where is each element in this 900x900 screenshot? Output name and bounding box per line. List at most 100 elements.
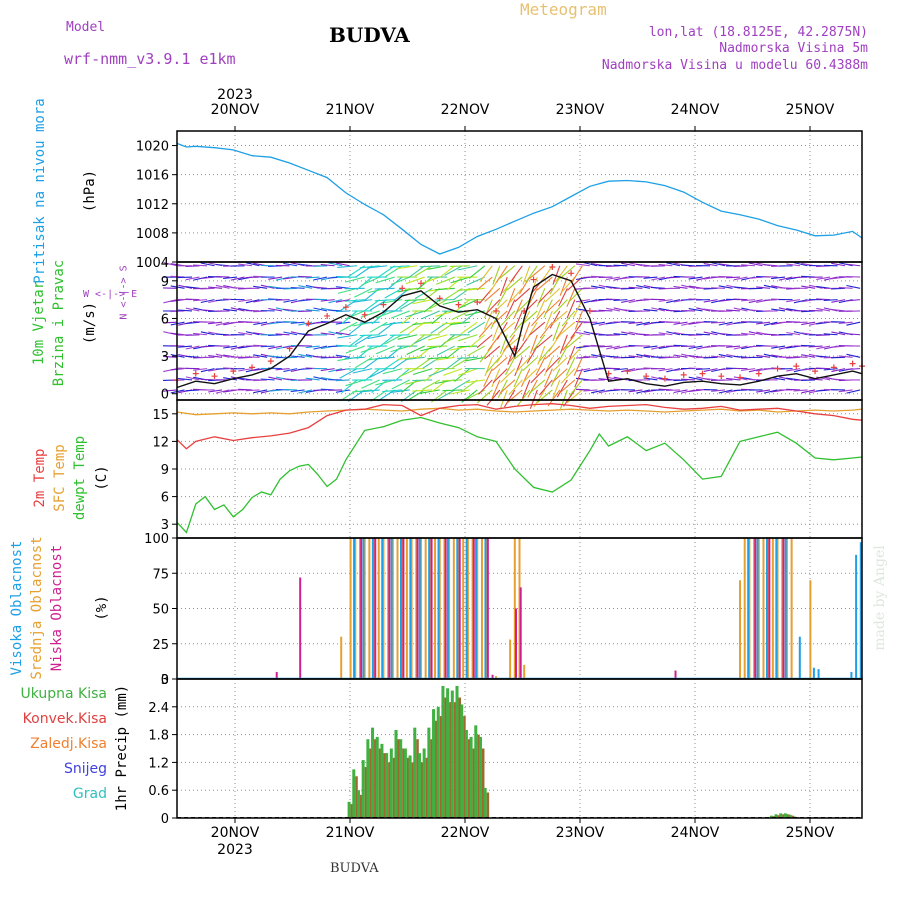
wind-arrow xyxy=(666,299,681,304)
wind-arrow xyxy=(458,299,478,309)
wind-arrow xyxy=(808,345,823,348)
gust-marker xyxy=(305,320,312,327)
sfc-temp-ylabel: SFC Temp xyxy=(52,444,68,512)
wind-arrow xyxy=(354,334,373,346)
precip-convective-bar xyxy=(378,748,382,818)
y-tick-label: 75 xyxy=(152,567,169,582)
wind-arrow xyxy=(636,321,651,326)
wind-arrow xyxy=(435,276,455,285)
wind-arrow xyxy=(384,287,403,299)
wind-arrow xyxy=(359,321,380,324)
wind-arrow xyxy=(499,265,516,280)
wind-arrow xyxy=(575,299,590,303)
wind-arrow xyxy=(515,356,531,373)
x-tick-label-bottom: 22NOV xyxy=(441,825,490,841)
wind-arrow xyxy=(238,332,253,336)
wind-arrow xyxy=(544,299,561,314)
wind-arrow xyxy=(514,345,531,360)
wind-arrow xyxy=(552,368,568,383)
wind-arrow xyxy=(544,287,561,303)
wind-arrow xyxy=(741,368,756,371)
wind-arrow xyxy=(658,368,673,372)
wind-arrow xyxy=(703,299,718,303)
wind-arrow xyxy=(658,263,673,267)
wind-arrow xyxy=(565,357,576,376)
wind-arrow xyxy=(163,262,178,267)
wind-arrow xyxy=(408,265,426,279)
wind-arrow xyxy=(543,368,553,388)
x-tick-label-bottom: 21NOV xyxy=(326,825,375,841)
pressure-panel-frame xyxy=(176,130,863,263)
wind-arrow xyxy=(613,333,628,336)
wind-arrow xyxy=(711,299,726,304)
wind-arrow xyxy=(665,309,680,312)
wind-arrow xyxy=(313,276,328,281)
wind-arrow xyxy=(215,321,230,326)
wind-arrow xyxy=(419,321,440,325)
wind-arrow xyxy=(446,276,463,291)
wind-arrow xyxy=(412,389,433,392)
wind-arrow xyxy=(771,345,786,349)
wind-arrow xyxy=(363,299,381,312)
wind-arrow xyxy=(598,345,613,348)
wind-arrow xyxy=(733,265,748,267)
wind-arrow xyxy=(253,379,268,382)
wind-arrow xyxy=(613,368,628,371)
wind-arrow xyxy=(673,379,688,382)
wind-arrow xyxy=(771,276,786,280)
wind-arrow xyxy=(340,299,358,312)
wind-arrow xyxy=(703,331,718,336)
model-label: Model xyxy=(66,20,106,35)
wind-arrow xyxy=(718,368,733,371)
pressure-unit: (hPa) xyxy=(82,169,98,213)
legend-hail: Grad xyxy=(72,786,107,802)
wind-arrow xyxy=(367,265,388,269)
wind-arrow xyxy=(344,368,365,370)
wind-arrow xyxy=(846,263,861,267)
wind-arrow xyxy=(838,389,853,393)
y-tick-label: 1012 xyxy=(136,198,169,213)
wind-arrow xyxy=(200,309,215,312)
wind-arrow xyxy=(283,368,298,373)
precip-total-bar xyxy=(446,688,450,818)
wind-arrow xyxy=(598,321,613,326)
gust-marker xyxy=(324,312,331,319)
wind-arrow xyxy=(354,287,373,298)
wind-arrow xyxy=(531,310,546,327)
wind-arrow xyxy=(846,333,861,336)
wind-arrow xyxy=(405,276,425,285)
wind-arrow xyxy=(290,355,305,358)
wind-arrow xyxy=(605,298,620,301)
wind-arrow xyxy=(575,388,590,391)
wind-arrow xyxy=(313,356,328,358)
wind-arrow xyxy=(793,331,808,336)
wind-arrow xyxy=(846,284,861,289)
precip-ylabel: 1hr Precip (mm) xyxy=(114,684,130,812)
y-tick-label: 0 xyxy=(161,388,169,403)
year-label-top: 2023 xyxy=(217,87,253,103)
wind-arrow xyxy=(238,388,253,391)
wind-arrow xyxy=(460,321,478,335)
wind-arrow xyxy=(801,354,816,358)
wind-arrow xyxy=(536,334,553,349)
wind-arrow xyxy=(469,334,486,349)
wind-arrow xyxy=(200,287,215,290)
wind-arrow xyxy=(185,321,200,325)
wind-arrow xyxy=(177,309,193,312)
wind-arrow xyxy=(575,356,590,359)
wind-arrow xyxy=(786,356,801,359)
precip-convective-bar xyxy=(406,757,410,818)
wind-arrow xyxy=(238,368,253,372)
wind-arrow xyxy=(532,334,546,352)
wind-arrow xyxy=(696,345,711,350)
wind-arrow xyxy=(412,368,433,376)
wind-arrow xyxy=(369,321,388,333)
wind-arrow xyxy=(635,275,650,278)
precip-total-bar xyxy=(375,736,379,818)
wind-arrow xyxy=(778,276,793,281)
gust-marker xyxy=(849,360,856,367)
wind-arrow xyxy=(522,356,538,372)
wind-arrow xyxy=(846,353,861,358)
wind-arrow xyxy=(230,307,245,312)
wind-arrow xyxy=(681,321,696,326)
